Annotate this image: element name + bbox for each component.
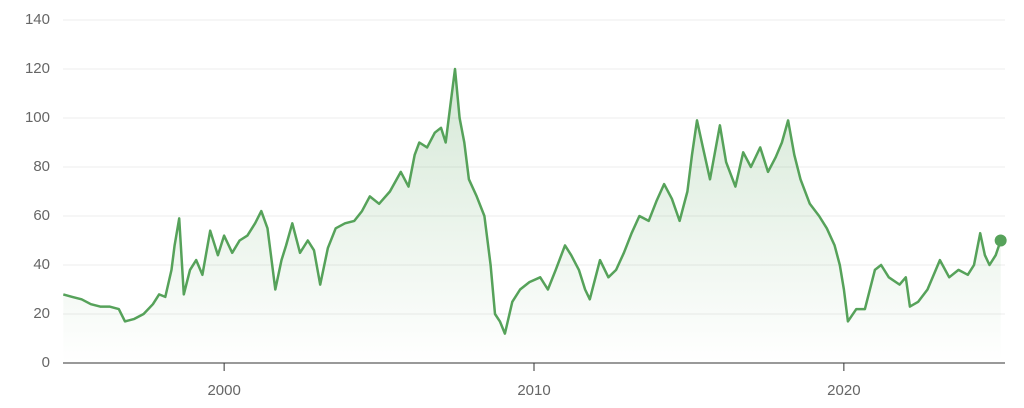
x-tick-label: 2020	[827, 382, 860, 399]
y-tick-label: 140	[25, 11, 50, 28]
area	[63, 69, 1001, 363]
x-tick-label: 2000	[207, 382, 240, 399]
y-tick-label: 120	[25, 60, 50, 77]
end-marker	[994, 234, 1007, 247]
y-tick-label: 40	[33, 256, 50, 273]
y-tick-label: 60	[33, 207, 50, 224]
y-tick-label: 80	[33, 158, 50, 175]
y-tick-label: 20	[33, 305, 50, 322]
y-tick-label: 0	[42, 354, 50, 371]
y-tick-label: 100	[25, 109, 50, 126]
line	[62, 67, 1002, 335]
x-tick-label: 2010	[517, 382, 550, 399]
